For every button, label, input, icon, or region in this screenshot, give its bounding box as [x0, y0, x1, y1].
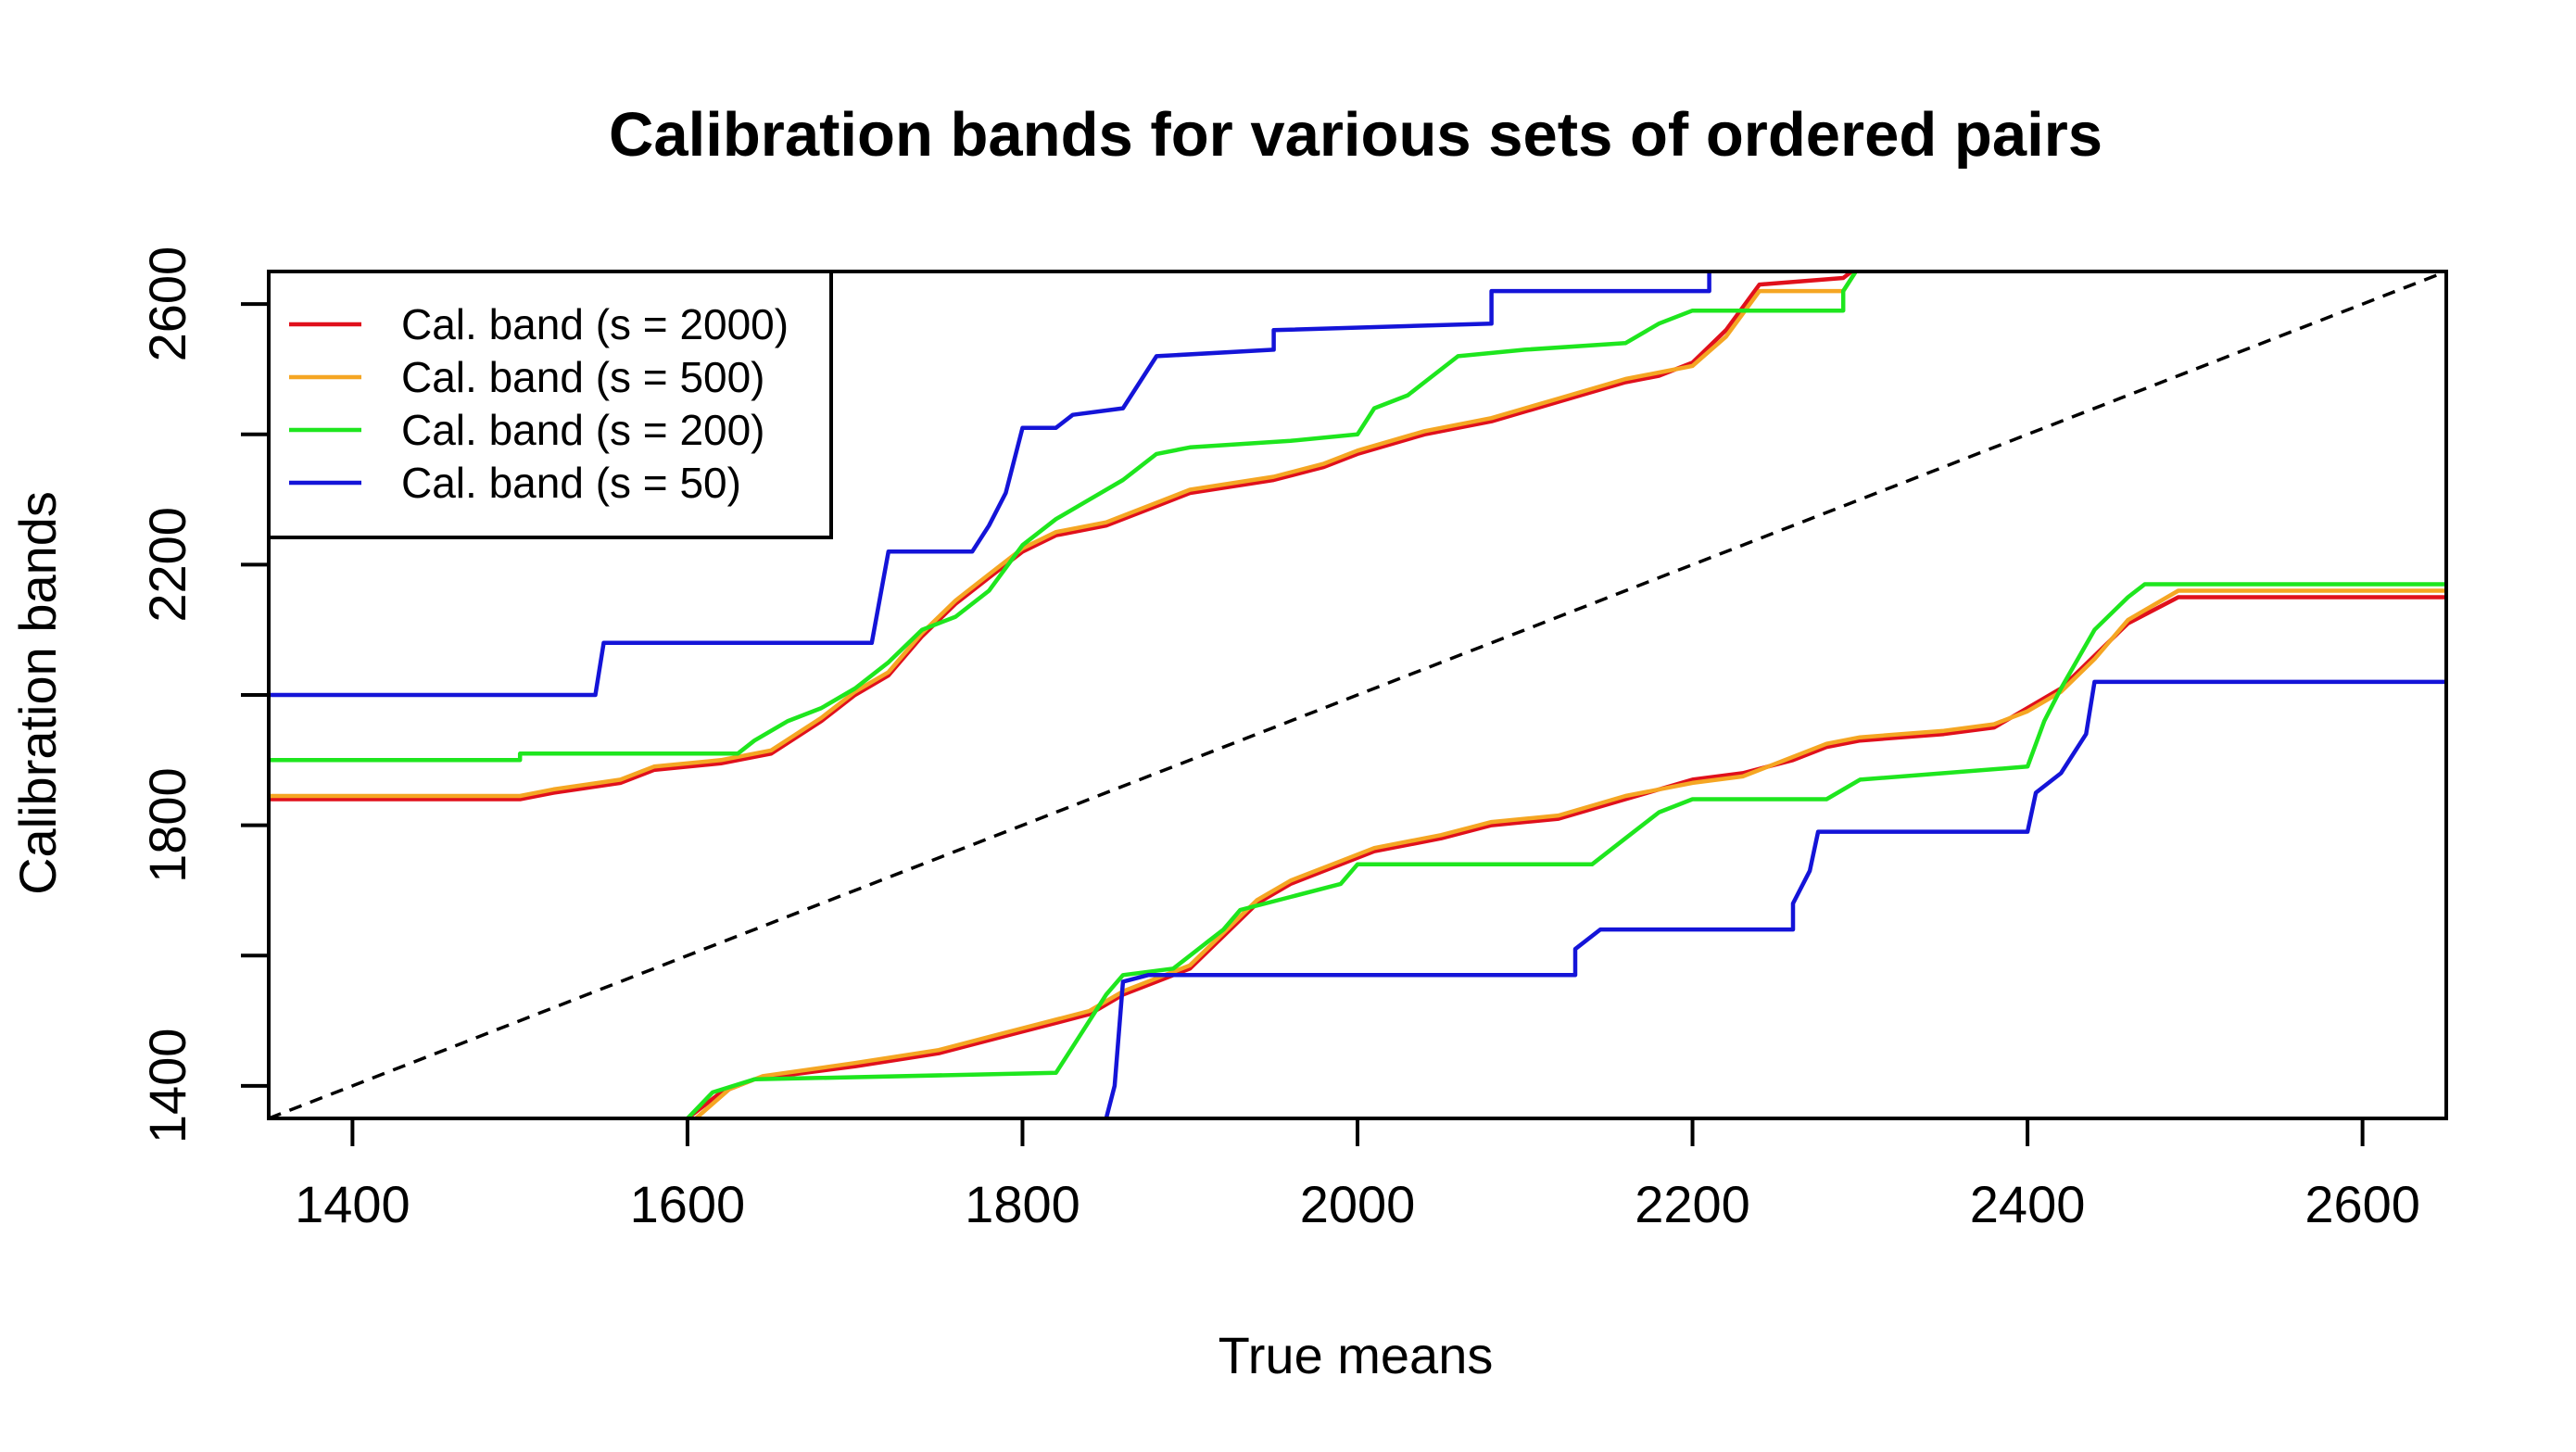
legend-label: Cal. band (s = 200) — [401, 406, 765, 454]
series-4-lower-line — [1104, 679, 2446, 1118]
x-tick-label: 1400 — [295, 1175, 410, 1233]
y-tick-label: 1400 — [138, 1029, 196, 1144]
series-2-upper-line — [269, 271, 1859, 799]
y-axis-label: Calibration bands — [8, 491, 67, 895]
x-tick-label: 1600 — [630, 1175, 746, 1233]
legend: Cal. band (s = 2000) Cal. band (s = 500) C… — [267, 270, 833, 539]
x-tick-label: 1800 — [965, 1175, 1080, 1233]
series-1-lower-line — [686, 595, 2446, 1118]
series-3-upper-line — [269, 271, 1859, 763]
legend-label: Cal. band (s = 50) — [401, 459, 741, 507]
legend-label: Cal. band (s = 500) — [401, 353, 765, 401]
y-tick-label: 2600 — [138, 246, 196, 362]
series-layer — [269, 271, 2446, 1118]
legend-box — [267, 270, 833, 539]
series-3-lower-line — [686, 582, 2446, 1118]
x-tick-label: 2000 — [1300, 1175, 1416, 1233]
chart-title: Calibration bands for various sets of or… — [609, 100, 2102, 170]
legend-label: Cal. band (s = 2000) — [401, 300, 789, 348]
series-4-upper-line — [269, 271, 1711, 698]
x-tick-label: 2200 — [1635, 1175, 1750, 1233]
reference-line-layer — [269, 271, 2446, 1118]
x-tick-label: 2600 — [2305, 1175, 2420, 1233]
y-tick-label: 1800 — [138, 767, 196, 883]
y-axis: 1400 1800 2200 2600 — [138, 246, 269, 1143]
x-axis-label: True means — [1219, 1326, 1494, 1384]
series-1-upper-line — [269, 271, 1855, 802]
y-tick-label: 2200 — [138, 507, 196, 623]
x-tick-label: 2400 — [1970, 1175, 2086, 1233]
series-2-lower-line — [694, 588, 2446, 1118]
x-axis: 1400 1600 1800 2000 2200 2400 2600 — [295, 1117, 2420, 1233]
reference-diagonal-line — [269, 271, 2446, 1118]
